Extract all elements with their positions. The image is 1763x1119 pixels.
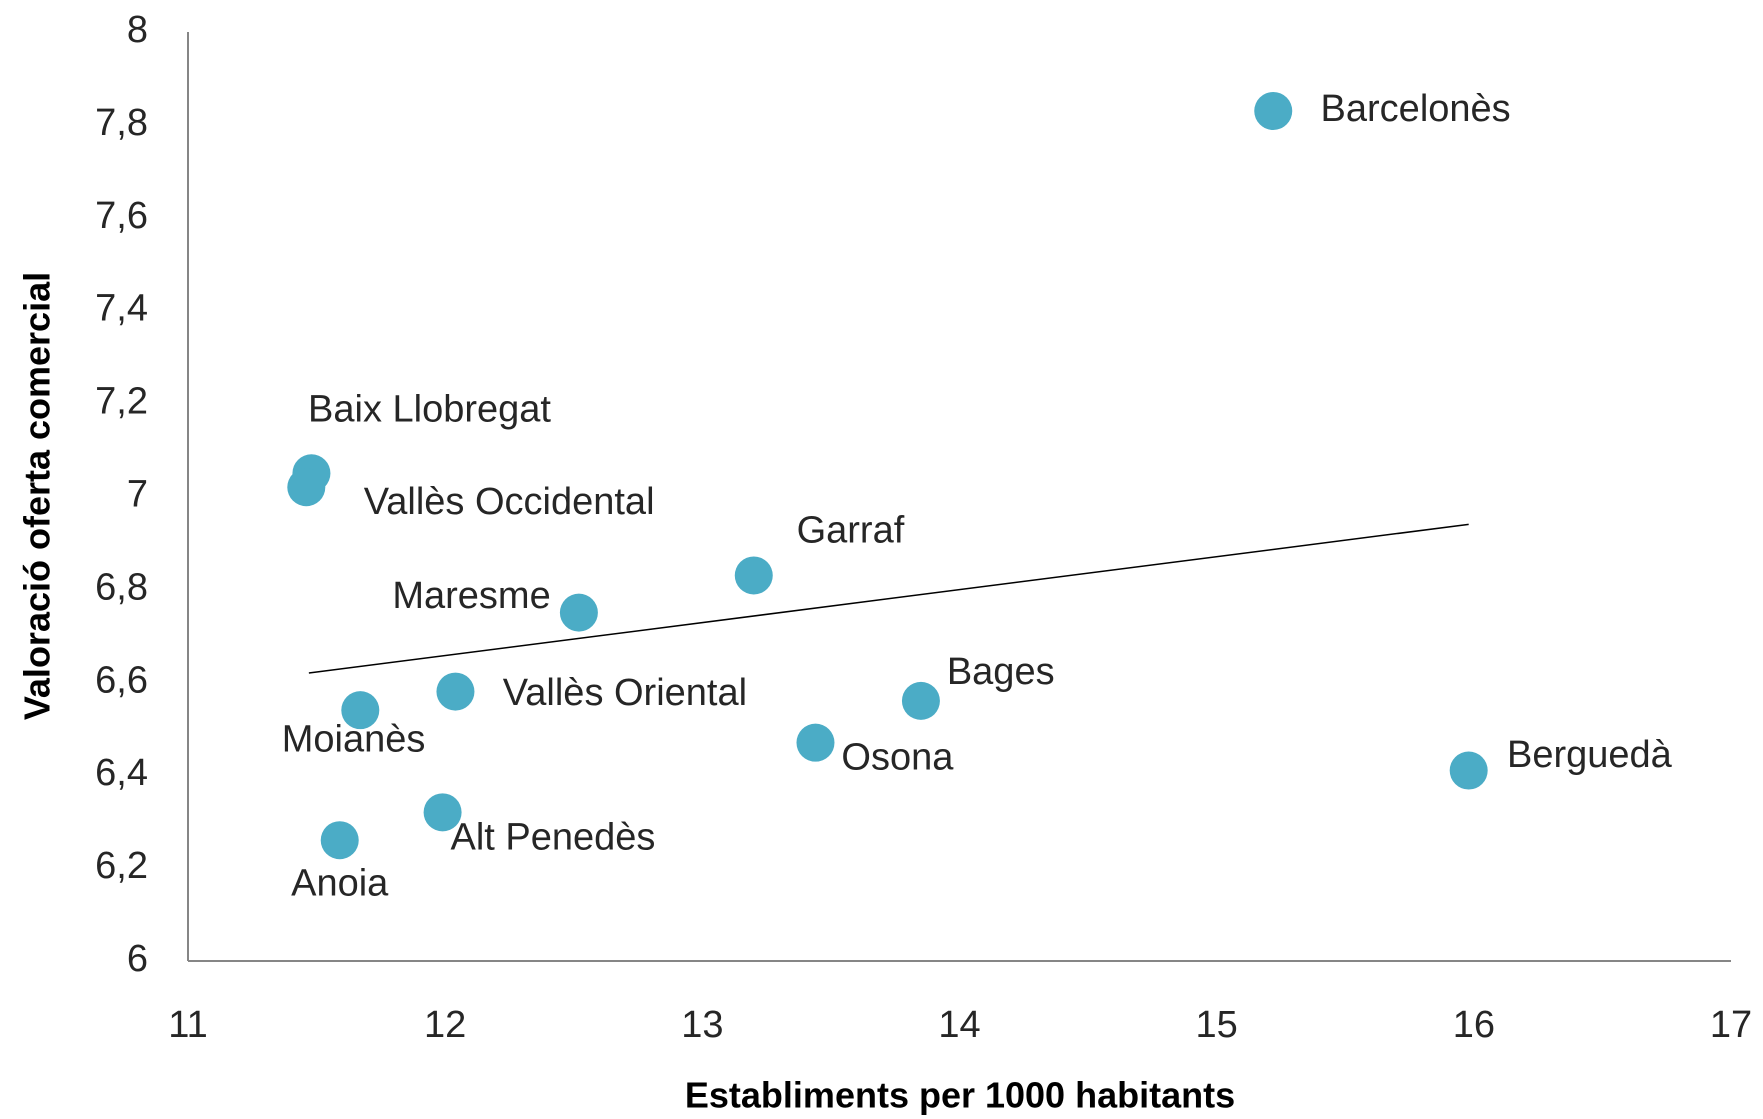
y-axis-title: Valoració oferta comercial bbox=[17, 272, 58, 720]
y-tick-label: 7,8 bbox=[95, 102, 148, 144]
point bbox=[901, 681, 940, 720]
point-label: Barcelonès bbox=[1321, 88, 1511, 130]
point bbox=[559, 593, 598, 632]
x-tick-label: 11 bbox=[168, 1004, 207, 1046]
y-tick-label: 6,8 bbox=[95, 566, 148, 608]
point-label: Alt Penedès bbox=[450, 816, 655, 858]
point bbox=[436, 672, 475, 711]
point-label: Vallès Occidental bbox=[364, 481, 655, 523]
x-tick-label: 13 bbox=[681, 1004, 723, 1046]
x-axis-title: Establiments per 1000 habitants bbox=[685, 1075, 1235, 1116]
y-tick-label: 6 bbox=[127, 938, 148, 980]
y-tick-label: 7,6 bbox=[95, 195, 148, 237]
x-tick-label: 15 bbox=[1196, 1004, 1238, 1046]
point-label: Anoia bbox=[291, 862, 389, 904]
trendline bbox=[308, 523, 1469, 674]
point-label: Moianès bbox=[282, 719, 426, 761]
point-label: Vallès Oriental bbox=[503, 672, 747, 714]
y-tick-label: 7,4 bbox=[95, 288, 148, 330]
y-tick-label: 7,2 bbox=[95, 381, 148, 423]
point-label: Berguedà bbox=[1507, 734, 1673, 776]
y-tick-label: 8 bbox=[127, 9, 148, 51]
point bbox=[796, 723, 835, 762]
y-tick-label: 6,4 bbox=[95, 752, 148, 794]
x-tick-label: 17 bbox=[1710, 1004, 1752, 1046]
y-tick-label: 6,2 bbox=[95, 845, 148, 887]
point-label: Bages bbox=[947, 651, 1055, 693]
point bbox=[423, 793, 462, 832]
point-label: Baix Llobregat bbox=[308, 388, 551, 430]
point bbox=[734, 556, 773, 595]
point bbox=[1449, 751, 1488, 790]
point bbox=[320, 821, 359, 860]
point-label: Garraf bbox=[797, 510, 905, 552]
x-tick-label: 16 bbox=[1453, 1004, 1495, 1046]
point bbox=[1254, 91, 1293, 130]
point bbox=[341, 691, 380, 730]
y-tick-label: 6,6 bbox=[95, 659, 148, 701]
point-label: Maresme bbox=[392, 575, 550, 617]
x-tick-label: 14 bbox=[938, 1004, 980, 1046]
point-label: Osona bbox=[841, 737, 954, 779]
x-tick-label: 12 bbox=[424, 1004, 466, 1046]
y-tick-label: 7 bbox=[127, 474, 148, 516]
point bbox=[287, 468, 326, 507]
